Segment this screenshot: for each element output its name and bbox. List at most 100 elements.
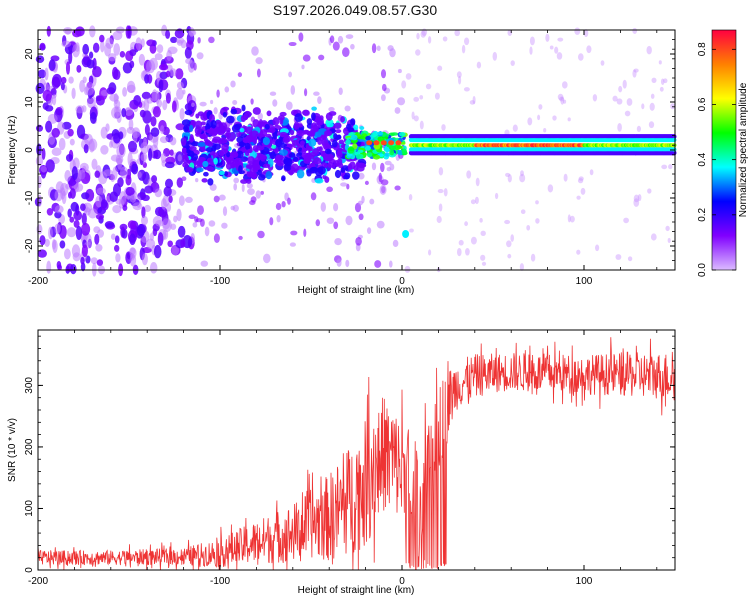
- noise-blob: [37, 69, 47, 79]
- noise-blob: [141, 206, 146, 219]
- band-blob: [352, 171, 360, 180]
- noise-blob: [66, 227, 77, 238]
- noise-blob: [576, 249, 581, 255]
- noise-blob: [119, 51, 126, 58]
- noise-blob: [89, 111, 97, 124]
- band-blob: [301, 152, 310, 159]
- noise-blob: [660, 78, 665, 85]
- noise-blob: [165, 29, 171, 39]
- noise-blob: [651, 77, 657, 84]
- noise-blob: [648, 121, 655, 129]
- noise-blob: [405, 73, 412, 80]
- noise-blob: [95, 243, 103, 252]
- noise-blob: [184, 46, 192, 59]
- noise-blob: [171, 100, 177, 113]
- noise-blob: [310, 192, 317, 201]
- band-blob: [289, 129, 295, 136]
- band-blob: [181, 119, 191, 126]
- noise-blob: [154, 53, 163, 61]
- noise-blob: [318, 54, 325, 61]
- noise-blob: [358, 213, 364, 221]
- noise-blob: [519, 263, 525, 271]
- noise-blob: [109, 191, 118, 203]
- noise-blob: [458, 239, 464, 246]
- band-blob: [239, 156, 249, 162]
- band-blob: [203, 111, 208, 120]
- spectrogram-x-tick-label: -200: [28, 276, 48, 287]
- noise-blob: [39, 42, 46, 50]
- band-blob: [275, 138, 283, 148]
- noise-blob: [562, 81, 568, 89]
- noise-blob: [42, 89, 53, 102]
- noise-blob: [633, 68, 639, 73]
- band-blob: [347, 127, 355, 133]
- noise-blob: [55, 181, 64, 193]
- noise-blob: [476, 61, 482, 69]
- isolated-blob-core: [402, 230, 410, 238]
- snr-y-tick-label: 100: [24, 500, 35, 517]
- noise-blob: [530, 253, 536, 262]
- band-blob: [195, 113, 200, 119]
- noise-blob: [144, 185, 154, 194]
- noise-blob: [40, 165, 47, 173]
- noise-blob: [81, 212, 87, 226]
- band-blob: [310, 128, 317, 133]
- noise-blob: [470, 199, 476, 205]
- band-blob: [211, 138, 220, 144]
- noise-blob: [326, 186, 333, 193]
- noise-blob: [442, 36, 448, 42]
- noise-blob: [127, 140, 138, 153]
- noise-blob: [663, 78, 668, 84]
- noise-blob: [56, 260, 62, 269]
- noise-blob: [71, 87, 76, 100]
- band-blob: [236, 150, 244, 159]
- noise-blob: [132, 130, 138, 143]
- noise-blob: [95, 195, 103, 208]
- colorbar-tick-label: 0.2: [697, 207, 708, 221]
- band-blob: [231, 159, 239, 168]
- band-blob: [184, 109, 193, 116]
- noise-blob: [461, 44, 466, 54]
- noise-blob: [535, 218, 540, 224]
- snr-y-axis-label: SNR (10 * v/v): [7, 418, 18, 482]
- band-blob: [195, 132, 201, 137]
- noise-blob: [504, 219, 511, 225]
- snr-x-tick-label: -200: [28, 576, 48, 587]
- band-blob: [348, 147, 355, 152]
- noise-blob: [129, 49, 137, 57]
- band-blob: [328, 154, 334, 161]
- noise-blob: [470, 236, 477, 245]
- noise-blob: [51, 127, 60, 138]
- noise-blob: [659, 86, 664, 92]
- noise-blob: [117, 177, 124, 188]
- noise-blob: [133, 94, 142, 106]
- noise-blob: [176, 88, 184, 100]
- noise-blob: [105, 123, 110, 132]
- band-blob: [271, 144, 277, 149]
- noise-blob: [355, 236, 362, 246]
- band-blob: [239, 127, 245, 133]
- noise-blob: [52, 239, 58, 253]
- noise-blob: [113, 69, 121, 81]
- spectrogram-x-tick-label: -100: [210, 276, 230, 287]
- noise-blob: [350, 43, 355, 50]
- noise-blob: [185, 58, 193, 65]
- hot-spot: [366, 140, 373, 146]
- noise-blob: [641, 103, 645, 110]
- noise-blob: [616, 98, 623, 105]
- noise-blob: [255, 57, 263, 65]
- band-blob: [340, 167, 346, 173]
- noise-blob: [290, 85, 296, 95]
- band-blob: [238, 141, 245, 148]
- band-blob: [306, 118, 313, 126]
- noise-blob: [507, 253, 512, 259]
- noise-blob: [529, 36, 535, 46]
- band-blob: [311, 112, 316, 121]
- band-blob: [277, 115, 285, 121]
- noise-blob: [289, 242, 296, 247]
- noise-blob: [51, 76, 61, 89]
- band-blob: [200, 121, 206, 126]
- noise-blob: [158, 79, 164, 93]
- noise-blob: [81, 192, 90, 200]
